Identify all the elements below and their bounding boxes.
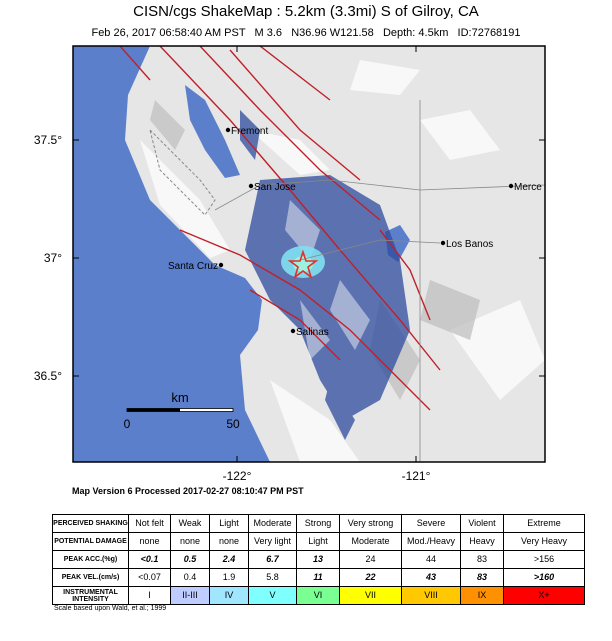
legend-cell: Extreme: [503, 514, 585, 533]
city-label: Fremont: [231, 126, 268, 137]
lat-label: 37.5°: [34, 133, 62, 147]
city-dot: [508, 183, 514, 189]
scale-label: 0: [124, 417, 131, 431]
scale-label: 50: [226, 417, 240, 431]
legend-cell: 2.4: [209, 550, 249, 569]
legend-cell: none: [209, 532, 249, 551]
legend-cell: 83: [460, 550, 504, 569]
lat-label: 37°: [44, 251, 62, 265]
legend-cell: Strong: [296, 514, 340, 533]
scale-unit: km: [171, 390, 188, 405]
footer: Map Version 6 Processed 2017-02-27 08:10…: [72, 486, 304, 496]
legend-cell: Moderate: [339, 532, 402, 551]
legend-cell: <0.07: [128, 568, 171, 587]
city-label: Santa Cruz: [168, 261, 218, 272]
row-label: INSTRUMENTAL INTENSITY: [52, 586, 129, 605]
legend-cell: Heavy: [460, 532, 504, 551]
legend-cell: 24: [339, 550, 402, 569]
legend-cell: V: [248, 586, 297, 605]
note: Scale based upon Wald, et al.; 1999: [54, 605, 167, 612]
map-figure: CISN/cgs ShakeMap : 5.2km (3.3mi) S of G…: [34, 3, 546, 480]
legend-cell: II-III: [170, 586, 210, 605]
legend-cell: >160: [503, 568, 585, 587]
legend-cell: I: [128, 586, 171, 605]
city-dot: [248, 183, 254, 189]
legend-cell: Weak: [170, 514, 210, 533]
legend-cell: 5.8: [248, 568, 297, 587]
legend-cell: Violent: [460, 514, 504, 533]
legend-row: INSTRUMENTAL INTENSITY I II-III IV V VI VII VII…: [52, 586, 585, 605]
legend-cell: 43: [401, 568, 461, 587]
legend-cell: IX: [460, 586, 504, 605]
city-label: Los Banos: [446, 239, 493, 250]
legend-cell: 11: [296, 568, 340, 587]
legend-cell: 44: [401, 550, 461, 569]
row-label: PEAK VEL.(cm/s): [52, 568, 129, 587]
lat-label: 36.5°: [34, 369, 62, 383]
legend-cell: Not felt: [128, 514, 171, 533]
legend-row: PEAK VEL.(cm/s) <0.07 0.4 1.9 5.8 11 22 43 83 >16…: [52, 568, 585, 587]
lon-label: -121°: [402, 469, 431, 480]
legend-cell: 1.9: [209, 568, 249, 587]
legend-cell: VIII: [401, 586, 461, 605]
legend-cell: Very Heavy: [503, 532, 585, 551]
legend-cell: IV: [209, 586, 249, 605]
legend-cell: Very strong: [339, 514, 402, 533]
legend-cell: none: [128, 532, 171, 551]
legend-cell: VI: [296, 586, 340, 605]
city-label: Salinas: [296, 327, 329, 338]
legend-cell: 22: [339, 568, 402, 587]
legend-cell: 0.5: [170, 550, 210, 569]
subtitle: Feb 26, 2017 06:58:40 AM PST M 3.6 N36.9…: [91, 27, 520, 39]
faults: [119, 46, 441, 411]
city-label: Merce: [514, 182, 542, 193]
city-dot: [290, 328, 296, 334]
epicenter: [287, 249, 319, 280]
legend-cell: VII: [339, 586, 402, 605]
city-label: San Jose: [254, 182, 296, 193]
legend-table: PERCEIVED SHAKING Not felt Weak Light Modera…: [52, 514, 585, 605]
legend-cell: 0.4: [170, 568, 210, 587]
legend-cell: Mod./Heavy: [401, 532, 461, 551]
legend-row: PERCEIVED SHAKING Not felt Weak Light Modera…: [52, 514, 585, 533]
legend-cell: Moderate: [248, 514, 297, 533]
title: CISN/cgs ShakeMap : 5.2km (3.3mi) S of G…: [133, 3, 479, 20]
legend-cell: X+: [503, 586, 585, 605]
map: [73, 46, 545, 462]
row-label: PERCEIVED SHAKING: [52, 514, 129, 533]
legend-row: POTENTIAL DAMAGE none none none Very light Li…: [52, 532, 585, 551]
legend-cell: Light: [296, 532, 340, 551]
shaking-area: [240, 110, 410, 440]
legend-cell: 83: [460, 568, 504, 587]
city-dot: [218, 262, 224, 268]
legend-cell: none: [170, 532, 210, 551]
legend-cell: 6.7: [248, 550, 297, 569]
city-dot: [440, 240, 446, 246]
legend-cell: Very light: [248, 532, 297, 551]
legend-cell: 13: [296, 550, 340, 569]
legend-cell: Severe: [401, 514, 461, 533]
legend-row: PEAK ACC.(%g) <0.1 0.5 2.4 6.7 13 24 44 83 >156: [52, 550, 585, 569]
row-label: PEAK ACC.(%g): [52, 550, 129, 569]
city-dot: [225, 127, 231, 133]
legend-cell: <0.1: [128, 550, 171, 569]
lon-label: -122°: [223, 469, 252, 480]
row-label: POTENTIAL DAMAGE: [52, 532, 129, 551]
legend-cell: Light: [209, 514, 249, 533]
legend-cell: >156: [503, 550, 585, 569]
